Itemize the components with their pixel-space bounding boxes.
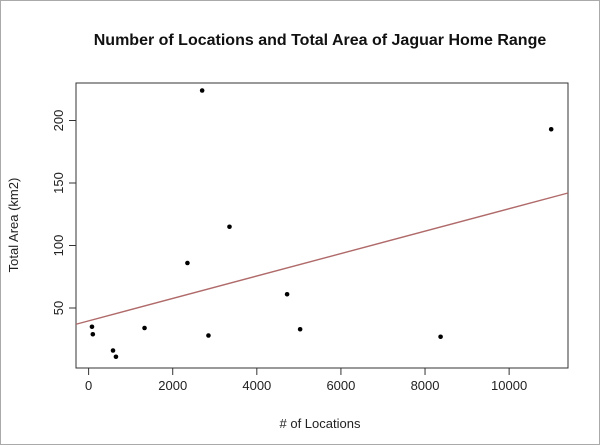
plot-frame bbox=[75, 82, 569, 369]
trendline bbox=[75, 192, 569, 325]
data-point-3 bbox=[113, 354, 119, 360]
y-tick-label-3: 200 bbox=[51, 110, 66, 132]
data-point-12 bbox=[548, 126, 554, 132]
data-points bbox=[89, 88, 554, 360]
data-point-5 bbox=[185, 260, 190, 266]
chart-title: Number of Locations and Total Area of Ja… bbox=[94, 32, 547, 49]
x-axis: 0 2000 4000 6000 8000 10000 bbox=[85, 368, 527, 393]
data-point-10 bbox=[297, 326, 303, 332]
data-point-9 bbox=[284, 291, 290, 297]
data-point-8 bbox=[227, 224, 232, 230]
y-tick-label-0: 50 bbox=[51, 301, 66, 315]
data-point-4 bbox=[142, 325, 147, 331]
x-tick-label-4: 8000 bbox=[411, 378, 440, 393]
data-point-1 bbox=[90, 331, 96, 337]
data-point-0 bbox=[89, 324, 95, 330]
x-tick-label-5: 10000 bbox=[491, 378, 527, 393]
x-axis-label: # of Locations bbox=[280, 416, 361, 431]
x-tick-label-0: 0 bbox=[85, 378, 92, 393]
y-axis: 50 100 150 200 bbox=[51, 110, 76, 315]
x-tick-label-1: 2000 bbox=[158, 378, 187, 393]
y-tick-label-2: 150 bbox=[51, 172, 66, 194]
data-point-2 bbox=[110, 348, 116, 353]
y-axis-label: Total Area (km2) bbox=[6, 178, 21, 273]
data-point-11 bbox=[438, 334, 443, 340]
trendline-group bbox=[75, 192, 569, 325]
data-point-7 bbox=[206, 333, 211, 338]
x-tick-label-3: 6000 bbox=[326, 378, 355, 393]
x-tick-label-2: 4000 bbox=[242, 378, 271, 393]
y-tick-label-1: 100 bbox=[51, 235, 66, 257]
data-point-6 bbox=[199, 88, 205, 93]
